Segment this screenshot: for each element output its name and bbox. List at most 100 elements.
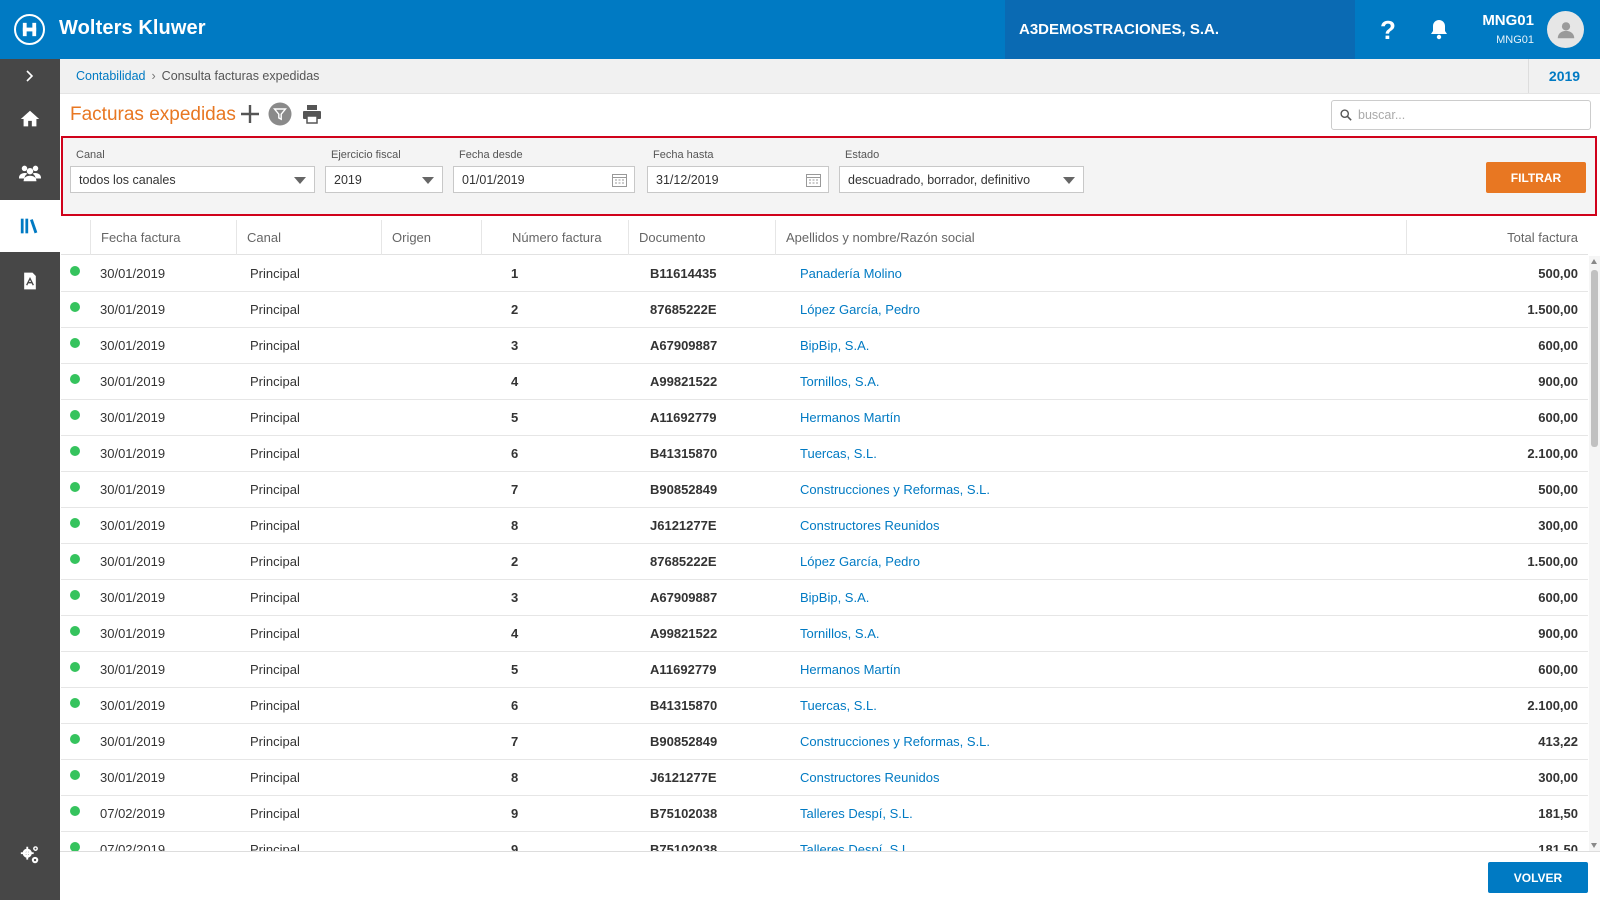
canal-select[interactable]: todos los canales (70, 166, 315, 193)
cell-nombre-link[interactable]: Tuercas, S.L. (800, 698, 877, 713)
avatar[interactable] (1547, 11, 1584, 48)
cell-documento: A11692779 (650, 662, 717, 677)
cell-nombre-link[interactable]: Tornillos, S.A. (800, 626, 880, 641)
cell-total: 181,50 (1538, 842, 1578, 851)
table-row[interactable]: 30/01/2019 Principal 8 J6121277E Constructor… (61, 760, 1588, 796)
cell-documento: B75102038 (650, 806, 718, 821)
cell-canal: Principal (250, 446, 300, 461)
scroll-up-icon[interactable] (1591, 259, 1597, 264)
table-row[interactable]: 30/01/2019 Principal 5 A11692779 Hermanos Ma… (61, 652, 1588, 688)
cell-nombre-link[interactable]: BipBip, S.A. (800, 590, 870, 605)
table-row[interactable]: 07/02/2019 Principal 9 B75102038 Talleres De… (61, 796, 1588, 832)
table-scrollbar[interactable] (1589, 256, 1600, 851)
cell-nombre-link[interactable]: Construcciones y Reformas, S.L. (800, 734, 991, 749)
calendar-icon[interactable] (612, 173, 627, 187)
cell-numero: 6 (511, 446, 519, 461)
sidebar-item-documents[interactable] (0, 255, 60, 307)
column-header-origen[interactable]: Origen (381, 220, 481, 255)
table-row[interactable]: 30/01/2019 Principal 6 B41315870 Tuercas, S.… (61, 436, 1588, 472)
status-dot-icon (70, 806, 80, 816)
status-dot-icon (70, 266, 80, 276)
cell-canal: Principal (250, 266, 300, 281)
canal-value: todos los canales (79, 172, 176, 187)
scroll-down-icon[interactable] (1591, 843, 1597, 848)
column-header-total[interactable]: Total factura (1406, 220, 1588, 255)
breadcrumb-current: Consulta facturas expedidas (161, 69, 320, 83)
sidebar-item-home[interactable] (0, 93, 60, 145)
column-header-documento[interactable]: Documento (628, 220, 775, 255)
cell-nombre-link[interactable]: Hermanos Martín (800, 410, 901, 425)
cell-canal: Principal (250, 410, 300, 425)
company-selector[interactable]: A3DEMOSTRACIONES, S.A. (1005, 0, 1355, 59)
table-row[interactable]: 30/01/2019 Principal 7 B90852849 Construccio… (61, 472, 1588, 508)
sidebar-item-accounting[interactable] (0, 200, 60, 252)
cell-fecha: 30/01/2019 (100, 626, 166, 641)
cell-nombre-link[interactable]: López García, Pedro (800, 554, 920, 569)
table-row[interactable]: 30/01/2019 Principal 1 B11614435 Panadería M… (61, 256, 1588, 292)
cell-fecha: 30/01/2019 (100, 554, 166, 569)
print-button[interactable] (300, 102, 324, 126)
table-row[interactable]: 30/01/2019 Principal 6 B41315870 Tuercas, S.… (61, 688, 1588, 724)
table-row[interactable]: 30/01/2019 Principal 4 A99821522 Tornillos, … (61, 364, 1588, 400)
cell-nombre-link[interactable]: Talleres Despí, S.L. (800, 842, 913, 851)
search-icon (1340, 109, 1352, 121)
add-invoice-button[interactable] (238, 102, 262, 126)
cell-nombre-link[interactable]: López García, Pedro (800, 302, 920, 317)
column-header-canal[interactable]: Canal (236, 220, 381, 255)
cell-nombre-link[interactable]: Panadería Molino (800, 266, 902, 281)
user-name: MNG01 (1482, 12, 1534, 29)
cell-numero: 5 (511, 410, 519, 425)
cell-documento: B75102038 (650, 842, 718, 851)
estado-select[interactable]: descuadrado, borrador, definitivo (839, 166, 1084, 193)
back-button[interactable]: VOLVER (1488, 862, 1588, 893)
cell-nombre-link[interactable]: Tuercas, S.L. (800, 446, 877, 461)
ejercicio-select[interactable]: 2019 (325, 166, 443, 193)
filter-icon (268, 102, 292, 126)
table-row[interactable]: 30/01/2019 Principal 3 A67909887 BipBip, S.A… (61, 580, 1588, 616)
sidebar-item-users[interactable] (0, 147, 60, 199)
status-dot-icon (70, 302, 80, 312)
cell-nombre-link[interactable]: Construcciones y Reformas, S.L. (800, 482, 991, 497)
cell-nombre-link[interactable]: Hermanos Martín (800, 662, 901, 677)
column-header-fecha[interactable]: Fecha factura (90, 220, 236, 255)
table-row[interactable]: 30/01/2019 Principal 5 A11692779 Hermanos Ma… (61, 400, 1588, 436)
cell-documento: J6121277E (650, 770, 717, 785)
cell-fecha: 30/01/2019 (100, 302, 166, 317)
sidebar-item-settings[interactable] (0, 829, 60, 881)
column-header-nombre[interactable]: Apellidos y nombre/Razón social (775, 220, 1406, 255)
cell-nombre-link[interactable]: Talleres Despí, S.L. (800, 806, 913, 821)
filter-toggle-button[interactable] (268, 102, 292, 126)
table-row[interactable]: 30/01/2019 Principal 2 87685222E López Garcí… (61, 292, 1588, 328)
filter-button[interactable]: FILTRAR (1486, 162, 1586, 193)
cell-numero: 7 (511, 482, 519, 497)
status-dot-icon (70, 734, 80, 744)
cell-numero: 1 (511, 266, 519, 281)
cell-nombre-link[interactable]: Constructores Reunidos (800, 518, 940, 533)
calendar-icon[interactable] (806, 173, 821, 187)
fecha-desde-field[interactable]: 01/01/2019 (453, 166, 635, 193)
fecha-hasta-field[interactable]: 31/12/2019 (647, 166, 829, 193)
wolters-kluwer-logo-icon[interactable] (14, 14, 45, 45)
bell-icon[interactable] (1427, 17, 1451, 41)
search-input[interactable] (1358, 108, 1578, 122)
table-row[interactable]: 30/01/2019 Principal 2 87685222E López Garcí… (61, 544, 1588, 580)
table-row[interactable]: 30/01/2019 Principal 8 J6121277E Constructor… (61, 508, 1588, 544)
column-header-numero[interactable]: Número factura (481, 220, 628, 255)
cell-numero: 8 (511, 518, 519, 533)
search-box[interactable] (1331, 100, 1591, 130)
cell-nombre-link[interactable]: Constructores Reunidos (800, 770, 940, 785)
fiscal-year-selector[interactable]: 2019 (1528, 59, 1600, 93)
help-icon[interactable]: ? (1380, 15, 1396, 45)
breadcrumb-link-contabilidad[interactable]: Contabilidad (76, 69, 146, 83)
sidebar-expand-button[interactable] (0, 59, 60, 93)
user-icon (1557, 21, 1574, 38)
table-row[interactable]: 30/01/2019 Principal 7 B90852849 Construccio… (61, 724, 1588, 760)
cell-total: 413,22 (1538, 734, 1578, 749)
table-row[interactable]: 30/01/2019 Principal 3 A67909887 BipBip, S.A… (61, 328, 1588, 364)
table-row[interactable]: 07/02/2019 Principal 9 B75102038 Talleres De… (61, 832, 1588, 851)
cell-nombre-link[interactable]: Tornillos, S.A. (800, 374, 880, 389)
cell-numero: 3 (511, 338, 519, 353)
cell-nombre-link[interactable]: BipBip, S.A. (800, 338, 870, 353)
scrollbar-thumb[interactable] (1591, 270, 1598, 447)
table-row[interactable]: 30/01/2019 Principal 4 A99821522 Tornillos, … (61, 616, 1588, 652)
